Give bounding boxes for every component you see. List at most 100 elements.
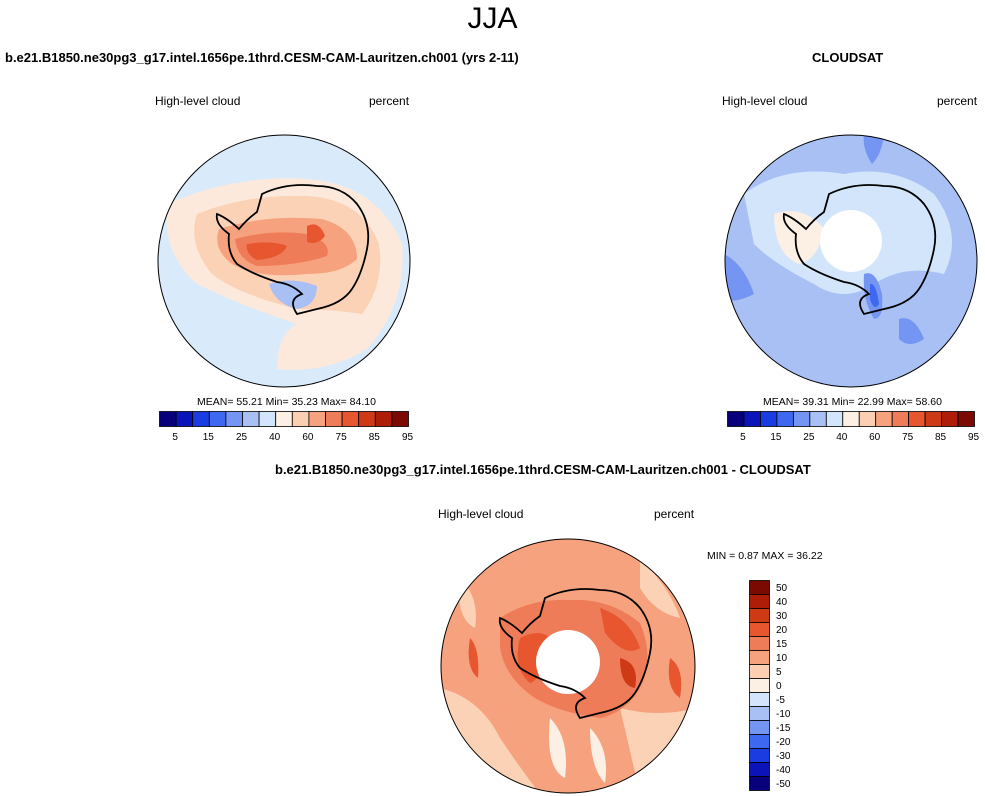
colorbar-swatch — [374, 411, 393, 427]
colorbar-swatch — [159, 411, 177, 427]
max-label: Max= — [320, 396, 347, 408]
colorbar-swatch — [291, 411, 310, 427]
colorbar-swatch — [258, 411, 277, 427]
colorbar-swatch — [175, 411, 194, 427]
colorbar-swatch — [749, 664, 770, 679]
diff-polar-map — [440, 538, 696, 794]
colorbar-tick-label: 60 — [869, 432, 881, 443]
colorbar-swatch — [325, 411, 343, 427]
colorbar-tick-label: 30 — [776, 611, 788, 622]
colorbar-tick-label: 40 — [269, 432, 281, 443]
colorbar-swatch — [875, 411, 893, 427]
model-case-title: b.e21.B1850.ne30pg3_g17.intel.1656pe.1th… — [5, 50, 519, 65]
colorbar-swatch — [776, 411, 794, 427]
colorbar-swatch — [275, 411, 293, 427]
colorbar-swatch — [358, 411, 376, 427]
colorbar-tick-label: 20 — [776, 625, 788, 636]
obs-colorbar: 5 15 25 40 60 75 85 95 — [727, 411, 979, 443]
colorbar-swatch — [749, 720, 770, 735]
colorbar-swatch — [891, 411, 910, 427]
colorbar-swatch — [341, 411, 360, 427]
mean-value: 55.21 — [236, 396, 263, 408]
colorbar-tick-label: 60 — [302, 432, 314, 443]
colorbar-swatch — [749, 692, 770, 707]
colorbar-tick-label: 15 — [770, 432, 782, 443]
colorbar-swatch — [908, 411, 926, 427]
colorbar-swatch — [760, 411, 778, 427]
max-label: Max= — [886, 396, 913, 408]
model-variable-label: High-level cloud — [155, 94, 241, 108]
colorbar-tick-label: 5 — [776, 667, 782, 678]
colorbar-swatch — [749, 622, 770, 637]
colorbar-tick-label: -15 — [776, 723, 791, 734]
colorbar-swatch — [749, 636, 770, 651]
colorbar-swatch — [749, 776, 770, 791]
colorbar-tick-label: -20 — [776, 737, 791, 748]
colorbar-swatch — [749, 734, 770, 749]
diff-case-title: b.e21.B1850.ne30pg3_g17.intel.1656pe.1th… — [275, 462, 811, 477]
colorbar-swatch — [391, 411, 409, 427]
model-units-label: percent — [369, 94, 410, 108]
colorbar-swatch — [749, 580, 770, 595]
colorbar-swatch — [749, 678, 770, 693]
colorbar-tick-label: 95 — [402, 432, 414, 443]
colorbar-swatch — [809, 411, 827, 427]
colorbar-swatch — [957, 411, 975, 427]
colorbar-swatch — [749, 748, 770, 763]
obs-units-label: percent — [937, 94, 978, 108]
colorbar-tick-label: -50 — [776, 779, 791, 790]
colorbar-tick-label: 25 — [236, 432, 248, 443]
min-label: Min= — [831, 396, 855, 408]
colorbar-tick-label: 75 — [336, 432, 348, 443]
max-value: 84.10 — [349, 396, 376, 408]
colorbar-swatch — [749, 594, 770, 609]
colorbar-swatch — [941, 411, 959, 427]
mean-value: 39.31 — [802, 396, 829, 408]
colorbar-tick-label: 5 — [740, 432, 746, 443]
colorbar-tick-label: 85 — [369, 432, 381, 443]
colorbar-tick-label: 95 — [968, 432, 980, 443]
colorbar-tick-label: 10 — [776, 653, 788, 664]
colorbar-swatch — [842, 411, 860, 427]
colorbar-tick-label: -30 — [776, 751, 791, 762]
colorbar-swatch — [225, 411, 243, 427]
colorbar-tick-label: -5 — [776, 695, 785, 706]
obs-polar-map — [724, 134, 978, 388]
min-value: 35.23 — [291, 396, 318, 408]
colorbar-swatch — [825, 411, 844, 427]
obs-case-title: CLOUDSAT — [812, 50, 884, 65]
colorbar-swatch — [308, 411, 326, 427]
model-colorbar: 5 15 25 40 60 75 85 95 — [159, 411, 413, 443]
colorbar-tick-label: 40 — [776, 597, 788, 608]
diff-minmax: MIN = 0.87 MAX = 36.22 — [707, 550, 823, 562]
colorbar-swatch — [727, 411, 745, 427]
diff-units-label: percent — [654, 507, 695, 521]
colorbar-tick-label: 5 — [172, 432, 178, 443]
colorbar-swatch — [924, 411, 942, 427]
model-polar-map — [157, 134, 411, 388]
figure-title: JJA — [467, 2, 518, 35]
colorbar-swatch — [749, 762, 770, 777]
obs-stats: MEAN= 39.31 Min= 22.99 Max= 58.60 — [763, 396, 942, 408]
colorbar-tick-label: 50 — [776, 583, 788, 594]
colorbar-tick-label: 15 — [776, 639, 788, 650]
obs-variable-label: High-level cloud — [722, 94, 808, 108]
colorbar-tick-label: -10 — [776, 709, 791, 720]
max-value: 58.60 — [915, 396, 942, 408]
colorbar-swatch — [749, 706, 770, 721]
colorbar-swatch — [749, 608, 770, 623]
colorbar-swatch — [792, 411, 811, 427]
model-stats: MEAN= 55.21 Min= 35.23 Max= 84.10 — [197, 396, 376, 408]
colorbar-swatch — [743, 411, 761, 427]
diff-variable-label: High-level cloud — [438, 507, 524, 521]
min-value: 22.99 — [857, 396, 884, 408]
colorbar-tick-label: 25 — [803, 432, 815, 443]
min-label: Min= — [265, 396, 289, 408]
colorbar-tick-label: 0 — [776, 681, 782, 692]
colorbar-swatch — [208, 411, 227, 427]
colorbar-swatch — [242, 411, 260, 427]
colorbar-swatch — [749, 650, 770, 665]
colorbar-tick-label: 85 — [935, 432, 947, 443]
colorbar-tick-label: 75 — [902, 432, 914, 443]
